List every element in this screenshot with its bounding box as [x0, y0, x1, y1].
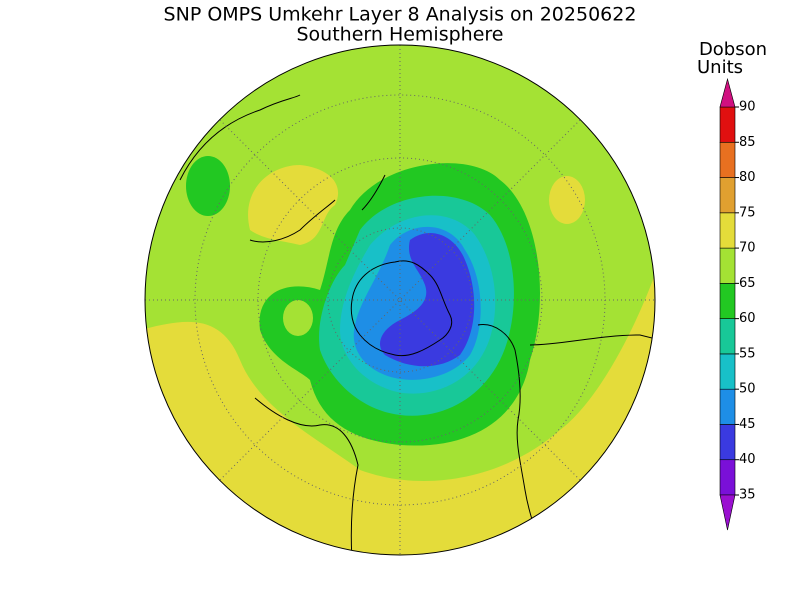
colorbar-tick-label: 70 [739, 241, 756, 256]
colorbar-over [719, 77, 736, 108]
colorbar: Dobson Units 35 40 45 50 55 60 65 70 75 80 85 90 [697, 39, 767, 531]
colorbar-segment [719, 318, 736, 355]
colorbar-tick-label: 50 [739, 382, 756, 397]
colorbar-segment [719, 177, 736, 214]
colorbar-segment [719, 106, 736, 143]
colorbar-segment [719, 141, 736, 178]
colorbar-tick-label: 85 [739, 135, 756, 150]
colorbar-segment [719, 459, 736, 496]
map-subtitle: Southern Hemisphere [296, 24, 503, 46]
colorbar-tick-label: 90 [739, 100, 756, 115]
colorbar-under [719, 494, 736, 531]
zone-40-45 [380, 232, 475, 367]
coastlines [179, 94, 655, 555]
colorbar-label: Dobson [699, 39, 767, 60]
colorbar-segment [719, 283, 736, 319]
colorbar-tick-label: 45 [739, 417, 756, 432]
ozone-map [145, 45, 655, 555]
zone-60-65 [186, 156, 230, 216]
colorbar-label: Units [697, 57, 743, 78]
colorbar-tick-label: 65 [739, 276, 756, 291]
graticule [145, 45, 655, 555]
colorbar-tick-label: 80 [739, 170, 756, 185]
map-border [144, 44, 656, 556]
colorbar-tick-label: 40 [739, 452, 756, 467]
colorbar-segment [719, 388, 736, 425]
colorbar-tick-label: 55 [739, 346, 756, 361]
colorbar-segment [719, 247, 736, 284]
colorbar-tick-label: 75 [739, 205, 756, 220]
colorbar-segment [719, 424, 736, 461]
zone-65-70 [283, 300, 313, 336]
colorbar-segment [719, 212, 736, 249]
colorbar-tick-label: 60 [739, 311, 756, 326]
zone-70-75 [549, 176, 585, 224]
colorbar-segment [719, 353, 736, 390]
map-title: SNP OMPS Umkehr Layer 8 Analysis on 2025… [164, 4, 637, 26]
zone-70-75 [248, 165, 339, 245]
colorbar-tick-label: 35 [739, 488, 756, 503]
